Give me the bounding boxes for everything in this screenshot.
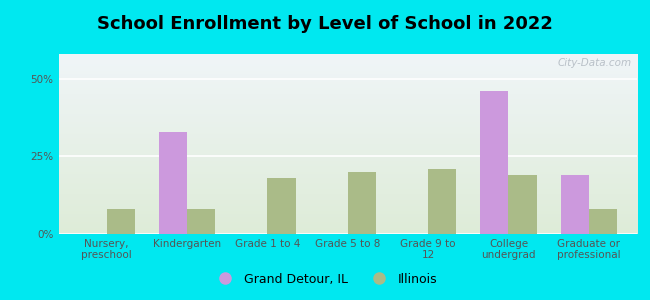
Bar — [187, 209, 215, 234]
Bar — [348, 172, 376, 234]
Bar — [159, 132, 187, 234]
Text: City-Data.com: City-Data.com — [557, 58, 631, 68]
Text: School Enrollment by Level of School in 2022: School Enrollment by Level of School in … — [97, 15, 553, 33]
Bar — [267, 178, 296, 234]
Bar — [428, 169, 456, 234]
Bar — [589, 209, 617, 234]
Bar — [561, 175, 589, 234]
Bar — [480, 91, 508, 234]
Bar — [508, 175, 536, 234]
Legend: Grand Detour, IL, Illinois: Grand Detour, IL, Illinois — [207, 268, 443, 291]
Bar — [107, 209, 135, 234]
